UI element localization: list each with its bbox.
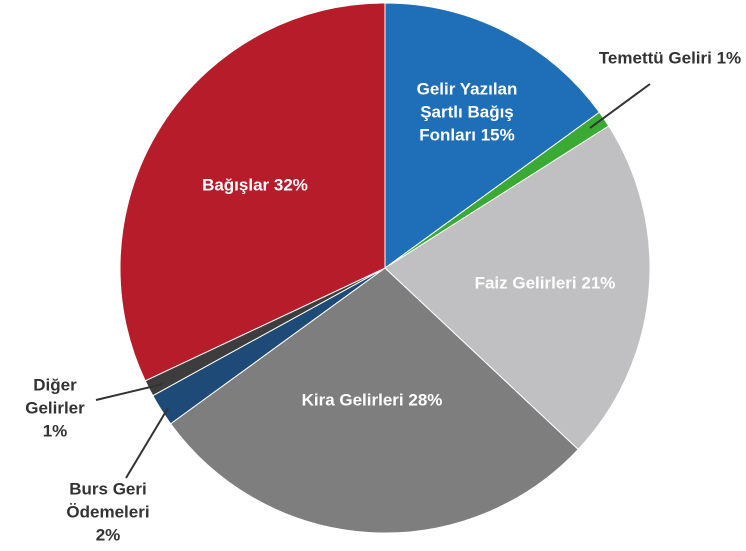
value-label: 1% — [42, 421, 68, 441]
slice-label: Temettü Geliri 1% — [590, 47, 746, 70]
pie-slice — [169, 267, 579, 534]
value-label: 15% — [480, 125, 515, 145]
value-label: 2% — [95, 525, 121, 545]
pie-slice — [119, 2, 386, 382]
slice-label: Faiz Gelirleri 21% — [470, 272, 620, 295]
slice-label: Diğer Gelirler 1% — [15, 374, 95, 443]
value-label: 21% — [581, 273, 616, 293]
slice-label: Bağışlar 32% — [155, 174, 355, 197]
category-name: Bağışlar — [202, 175, 270, 195]
pie-slice — [384, 125, 651, 451]
value-label: 32% — [273, 175, 308, 195]
leader-line — [95, 383, 164, 401]
leader-line — [589, 83, 651, 129]
category-name: Faiz Gelirleri — [474, 273, 577, 293]
category-name: Kira Gelirleri — [301, 390, 404, 410]
leader-line — [125, 407, 169, 479]
category-name: Temettü Geliri — [598, 48, 712, 68]
category-name: Diğer Gelirler — [25, 375, 85, 418]
value-label: 1% — [716, 48, 742, 68]
pie-slice — [384, 2, 601, 269]
slice-label: Gelir Yazılan Şartlı Bağış Fonları 15% — [397, 78, 537, 147]
slice-label: Burs Geri Ödemeleri 2% — [53, 478, 163, 547]
slice-label: Kira Gelirleri 28% — [297, 389, 447, 412]
value-label: 28% — [408, 390, 443, 410]
category-name: Gelir Yazılan Şartlı Bağış Fonları — [416, 79, 518, 145]
category-name: Burs Geri Ödemeleri — [66, 479, 150, 522]
